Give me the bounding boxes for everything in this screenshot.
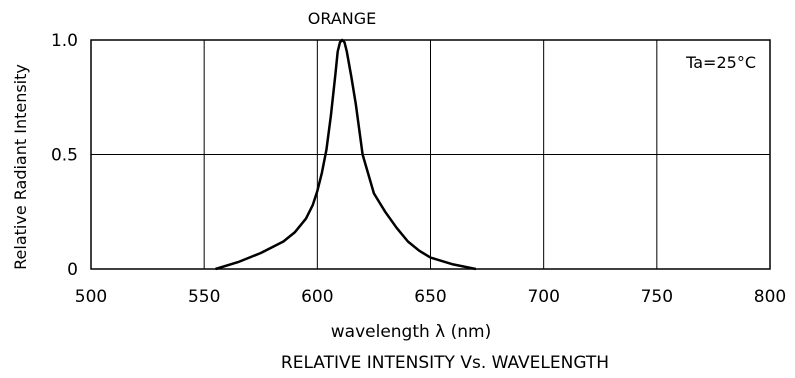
grid-lines xyxy=(91,40,770,269)
x-tick-label: 650 xyxy=(414,287,446,307)
x-tick-label: 800 xyxy=(754,287,786,307)
y-tick-labels: 0 0.5 1.0 xyxy=(51,31,78,280)
temperature-annotation: Ta=25°C xyxy=(685,53,756,72)
x-tick-label: 700 xyxy=(527,287,559,307)
x-tick-label: 500 xyxy=(75,287,107,307)
series-line xyxy=(215,38,477,271)
x-tick-labels: 500 550 600 650 700 750 800 xyxy=(75,287,786,307)
y-tick-label: 0 xyxy=(67,260,78,280)
chart-title: RELATIVE INTENSITY Vs. WAVELENGTH xyxy=(281,353,609,373)
x-tick-label: 750 xyxy=(641,287,673,307)
y-tick-label: 1.0 xyxy=(51,31,78,51)
x-tick-label: 600 xyxy=(301,287,333,307)
x-axis-label: wavelength λ (nm) xyxy=(331,322,492,342)
y-axis-label: Relative Radiant Intensity xyxy=(11,64,30,270)
y-tick-label: 0.5 xyxy=(51,146,78,166)
x-tick-label: 550 xyxy=(188,287,220,307)
plot-frame xyxy=(90,39,771,270)
series-label: ORANGE xyxy=(308,9,376,28)
